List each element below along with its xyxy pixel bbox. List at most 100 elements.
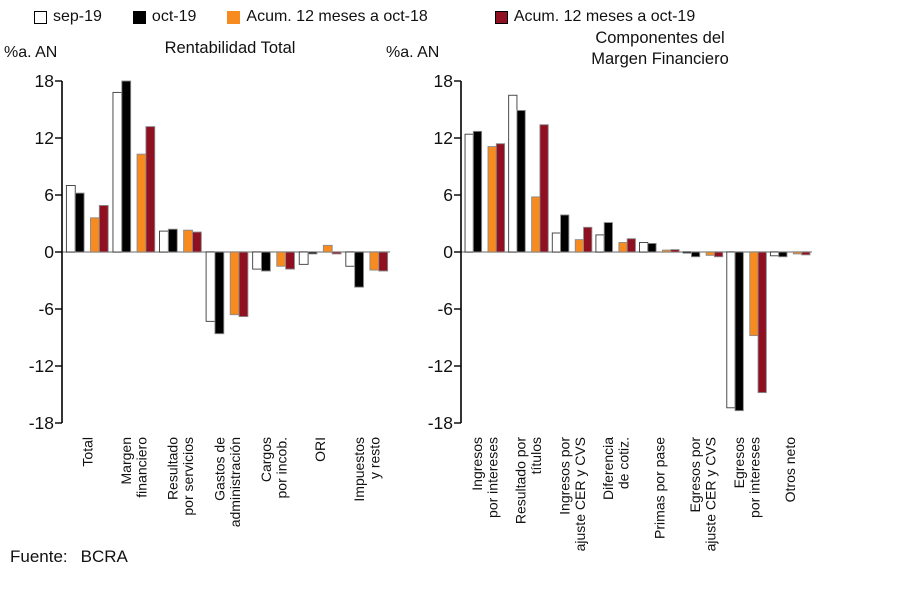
bar-Acum. 12 meses a oct-18 bbox=[705, 251, 715, 256]
x-category-label: Egresos por bbox=[687, 437, 703, 513]
x-category-label: por intereses bbox=[746, 437, 762, 518]
bar-oct-19 bbox=[734, 251, 744, 412]
x-category-label: y resto bbox=[366, 437, 382, 479]
x-category-label: de cotiz. bbox=[615, 437, 631, 489]
x-category-label: Diferencia bbox=[600, 437, 616, 500]
bar-sep-19 bbox=[595, 234, 605, 253]
bar-sep-19 bbox=[252, 251, 262, 270]
x-category-label: Egresos bbox=[731, 437, 747, 488]
bar-Acum. 12 meses a oct-18 bbox=[662, 249, 672, 253]
bar-Acum. 12 meses a oct-18 bbox=[276, 251, 287, 267]
legend-label: sep-19 bbox=[53, 8, 102, 25]
right-axis-unit-label: %a. AN bbox=[386, 44, 440, 61]
bar-sep-19 bbox=[508, 94, 518, 253]
bar-sep-19 bbox=[205, 251, 216, 322]
bar-Acum. 12 meses a oct-18 bbox=[574, 239, 584, 253]
bar-oct-19 bbox=[647, 242, 657, 253]
x-category-label: administración bbox=[227, 437, 243, 527]
bar-Acum. 12 meses a oct-18 bbox=[136, 153, 147, 253]
bar-oct-19 bbox=[691, 251, 701, 258]
bar-sep-19 bbox=[769, 251, 780, 257]
x-category-label: ajuste CER y CVS bbox=[703, 437, 719, 551]
left-axis-unit-label: %a. AN bbox=[4, 44, 58, 61]
bar-sep-19 bbox=[551, 232, 562, 253]
x-category-label: financiero bbox=[134, 437, 150, 498]
bar-Acum. 12 meses a oct-19 bbox=[801, 251, 811, 256]
bar-Acum. 12 meses a oct-18 bbox=[749, 251, 759, 337]
bar-oct-19 bbox=[516, 110, 526, 253]
bar-Acum. 12 meses a oct-19 bbox=[98, 204, 109, 253]
bar-oct-19 bbox=[261, 251, 271, 272]
source-note: Fuente: BCRA bbox=[10, 547, 128, 567]
legend: sep-19 oct-19 Acum. 12 meses a oct-18 Ac… bbox=[34, 8, 726, 26]
bar-Acum. 12 meses a oct-19 bbox=[539, 124, 549, 253]
bar-sep-19 bbox=[682, 251, 692, 254]
bar-oct-19 bbox=[121, 80, 132, 253]
bar-Acum. 12 meses a oct-19 bbox=[331, 251, 342, 255]
x-category-label: Impuestos bbox=[351, 437, 367, 502]
legend-item-acum-oct18: Acum. 12 meses a oct-18 bbox=[227, 8, 428, 26]
bar-Acum. 12 meses a oct-19 bbox=[285, 251, 295, 270]
x-category-label: Margen bbox=[118, 437, 134, 484]
y-tick-label: 6 bbox=[443, 185, 453, 205]
bar-sep-19 bbox=[464, 133, 474, 253]
y-tick-label: -12 bbox=[428, 356, 453, 376]
bar-Acum. 12 meses a oct-19 bbox=[713, 251, 724, 258]
x-category-label: por incob. bbox=[273, 437, 289, 498]
bar-Acum. 12 meses a oct-18 bbox=[792, 251, 803, 255]
y-tick-label: 12 bbox=[434, 128, 453, 148]
bar-sep-19 bbox=[159, 230, 169, 253]
x-category-label: Resultado bbox=[165, 437, 181, 500]
legend-swatch-sep19-icon bbox=[34, 10, 47, 24]
bar-oct-19 bbox=[74, 192, 85, 253]
legend-label: Acum. 12 meses a oct-19 bbox=[513, 8, 696, 25]
y-tick-label: -12 bbox=[29, 356, 54, 376]
left-chart-title: Rentabilidad Total bbox=[164, 39, 296, 57]
y-tick-label: -6 bbox=[437, 299, 453, 319]
bar-sep-19 bbox=[298, 251, 309, 265]
legend-item-sep19: sep-19 bbox=[34, 8, 102, 26]
bar-oct-19 bbox=[354, 251, 364, 288]
bar-oct-19 bbox=[167, 228, 178, 253]
legend-swatch-acum-oct18-icon bbox=[227, 10, 241, 24]
bar-sep-19 bbox=[345, 251, 356, 267]
bar-Acum. 12 meses a oct-18 bbox=[531, 196, 541, 253]
bar-oct-19 bbox=[472, 130, 483, 253]
bar-Acum. 12 meses a oct-19 bbox=[670, 249, 680, 253]
y-tick-label: 0 bbox=[44, 242, 54, 262]
bar-Acum. 12 meses a oct-18 bbox=[183, 229, 193, 253]
y-tick-label: 18 bbox=[35, 71, 54, 91]
y-tick-label: -6 bbox=[38, 299, 54, 319]
bar-oct-19 bbox=[778, 251, 788, 258]
bar-Acum. 12 meses a oct-19 bbox=[192, 231, 202, 253]
y-tick-label: 6 bbox=[44, 185, 54, 205]
x-category-label: Otros neto bbox=[782, 437, 798, 503]
legend-label: oct-19 bbox=[151, 8, 197, 25]
bar-oct-19 bbox=[560, 214, 570, 253]
bar-oct-19 bbox=[603, 222, 613, 253]
bar-Acum. 12 meses a oct-18 bbox=[322, 244, 333, 253]
y-tick-label: 0 bbox=[443, 242, 453, 262]
bar-Acum. 12 meses a oct-18 bbox=[90, 217, 100, 253]
x-category-label: Ingresos bbox=[469, 437, 485, 491]
x-category-label: Primas por pase bbox=[651, 437, 667, 539]
right-chart-title: Componentes del Margen Financiero bbox=[591, 29, 729, 68]
legend-label: Acum. 12 meses a oct-18 bbox=[246, 8, 428, 25]
bar-Acum. 12 meses a oct-18 bbox=[618, 242, 628, 253]
bar-Acum. 12 meses a oct-19 bbox=[495, 143, 506, 253]
x-category-label: ORI bbox=[312, 437, 328, 462]
bar-Acum. 12 meses a oct-18 bbox=[487, 146, 497, 253]
x-category-label: por servicios bbox=[180, 437, 196, 516]
legend-item-acum-oct19: Acum. 12 meses a oct-19 bbox=[494, 8, 696, 26]
chart-canvas-rentabilidad-total: -18 -12 -6 0 6 12 18 Total Margen financiero Resul… bbox=[29, 71, 390, 527]
x-category-label: ajuste CER y CVS bbox=[572, 437, 588, 551]
legend-swatch-oct19-icon bbox=[132, 10, 146, 24]
bar-sep-19 bbox=[112, 91, 123, 253]
bar-Acum. 12 meses a oct-18 bbox=[369, 251, 380, 271]
bar-oct-19 bbox=[307, 251, 318, 255]
legend-item-oct19: oct-19 bbox=[132, 8, 197, 26]
bar-Acum. 12 meses a oct-19 bbox=[378, 251, 389, 272]
bar-Acum. 12 meses a oct-19 bbox=[145, 126, 156, 253]
